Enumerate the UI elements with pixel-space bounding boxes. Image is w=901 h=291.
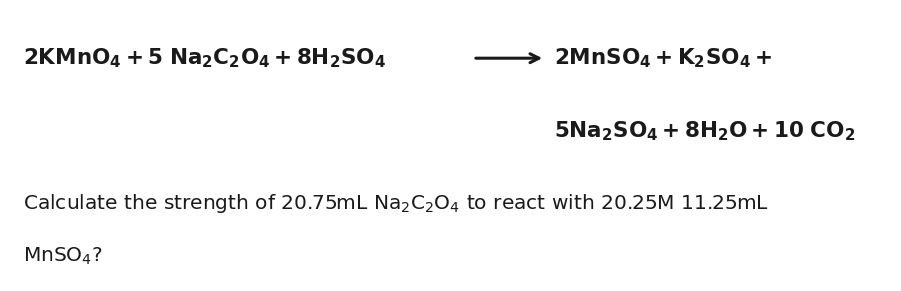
Text: $\mathrm{Calculate\ the\ strength\ of\ 20.75mL\ Na_2C_2O_4\ to\ react\ with\ 20.: $\mathrm{Calculate\ the\ strength\ of\ 2… [23,192,769,215]
Text: $\mathbf{2MnSO_4+ K_2SO_4 +}$: $\mathbf{2MnSO_4+ K_2SO_4 +}$ [554,46,772,70]
Text: $\mathbf{5Na_2SO_4 + 8H_2O + 10\ CO_2}$: $\mathbf{5Na_2SO_4 + 8H_2O + 10\ CO_2}$ [554,119,855,143]
Text: $\mathrm{MnSO_4?}$: $\mathrm{MnSO_4?}$ [23,245,102,267]
Text: $\mathbf{2KMnO_4+ 5\ Na_2C_2O_4+ 8H_2SO_4}$: $\mathbf{2KMnO_4+ 5\ Na_2C_2O_4+ 8H_2SO_… [23,46,386,70]
